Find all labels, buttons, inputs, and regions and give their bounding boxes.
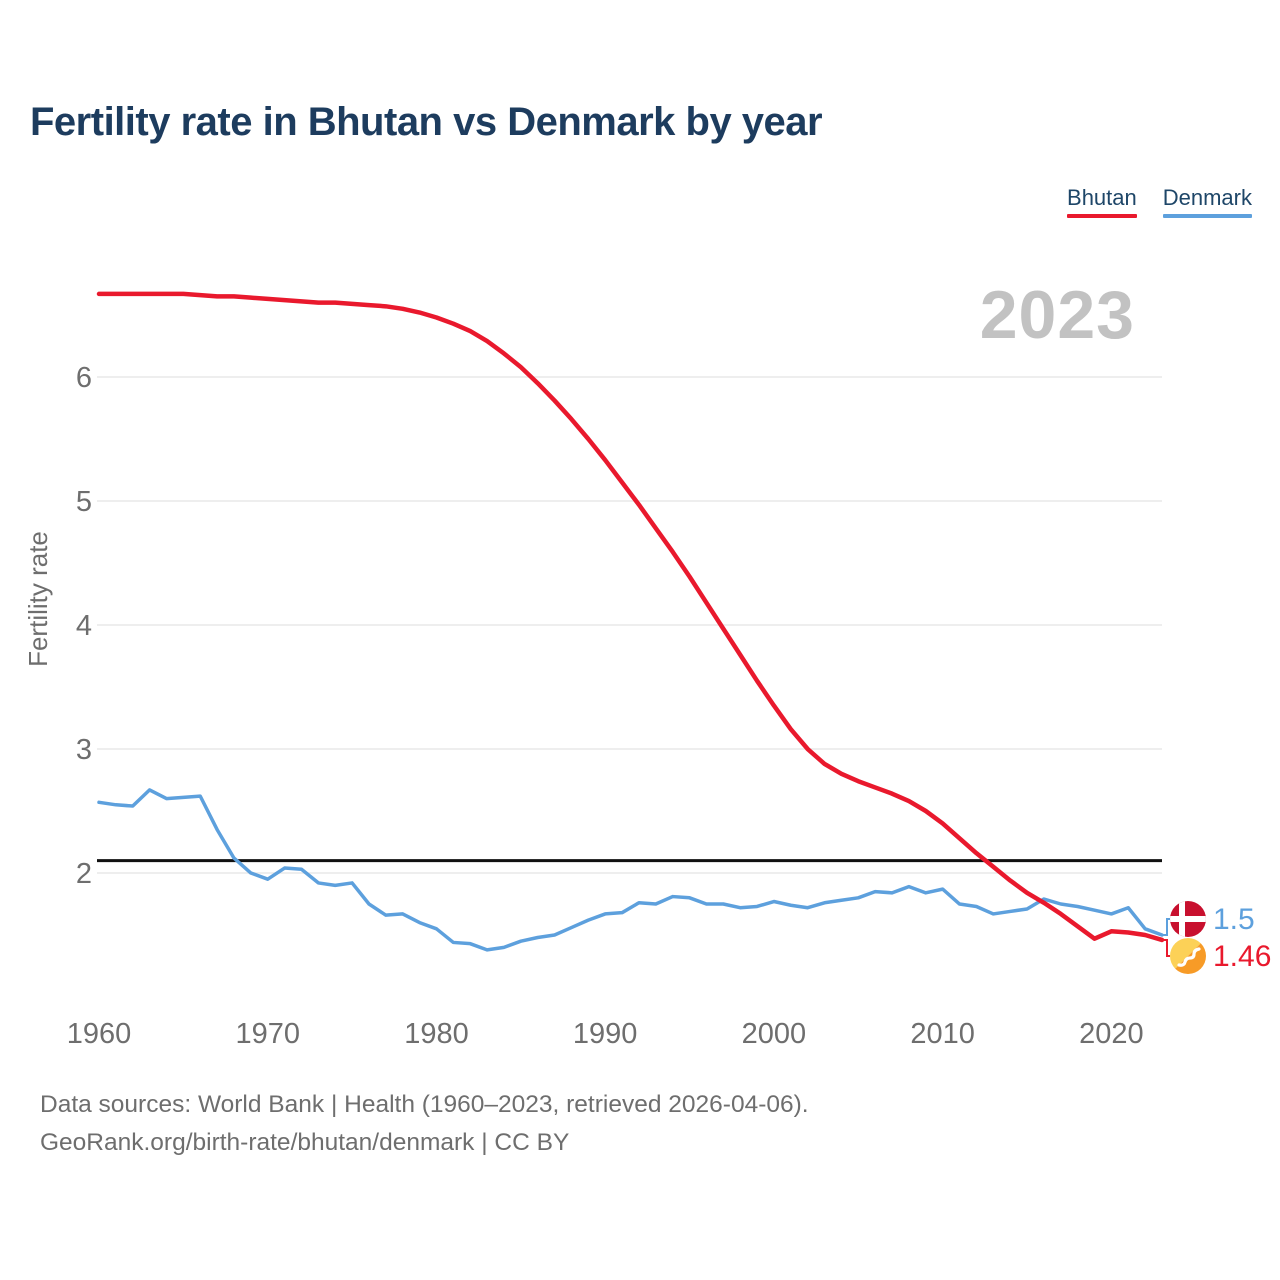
footer-url-line: GeoRank.org/birth-rate/bhutan/denmark | … bbox=[40, 1129, 570, 1156]
chart-footer: Data sources: World Bank | Health (1960–… bbox=[40, 1086, 809, 1162]
y-tick-label: 5 bbox=[76, 486, 92, 518]
year-watermark: 2023 bbox=[979, 277, 1135, 353]
bhutan-flag-icon bbox=[1170, 938, 1206, 974]
bhutan-end-value: 1.46 bbox=[1213, 940, 1271, 973]
x-tick-label: 1970 bbox=[235, 1018, 300, 1050]
denmark-end-value: 1.5 bbox=[1213, 903, 1255, 936]
legend-label-bhutan: Bhutan bbox=[1067, 185, 1137, 210]
footer-sources-line: Data sources: World Bank | Health (1960–… bbox=[40, 1091, 809, 1118]
x-tick-label: 1960 bbox=[67, 1018, 132, 1050]
y-tick-label: 6 bbox=[76, 362, 92, 394]
x-tick-label: 2010 bbox=[910, 1018, 975, 1050]
y-tick-label: 4 bbox=[76, 610, 92, 642]
denmark-label-connector bbox=[1162, 918, 1170, 936]
denmark-line bbox=[97, 788, 1164, 952]
legend-label-denmark: Denmark bbox=[1162, 185, 1252, 210]
denmark-flag-icon bbox=[1170, 901, 1206, 937]
chart-legend: Bhutan Denmark bbox=[1067, 185, 1252, 218]
bhutan-label-connector bbox=[1162, 938, 1170, 957]
x-tick-label: 1980 bbox=[404, 1018, 469, 1050]
legend-item-bhutan[interactable]: Bhutan bbox=[1067, 185, 1137, 218]
x-tick-label: 2020 bbox=[1079, 1018, 1144, 1050]
legend-underline-bhutan bbox=[1067, 214, 1137, 218]
x-tick-label: 1990 bbox=[573, 1018, 638, 1050]
y-tick-label: 3 bbox=[76, 734, 92, 766]
y-tick-label: 2 bbox=[76, 858, 92, 890]
legend-underline-denmark bbox=[1162, 214, 1252, 218]
bhutan-line bbox=[96, 291, 1165, 943]
y-axis-title: Fertility rate bbox=[23, 531, 53, 667]
x-tick-label: 2000 bbox=[742, 1018, 807, 1050]
page-title: Fertility rate in Bhutan vs Denmark by y… bbox=[30, 100, 823, 144]
legend-item-denmark[interactable]: Denmark bbox=[1162, 185, 1252, 218]
